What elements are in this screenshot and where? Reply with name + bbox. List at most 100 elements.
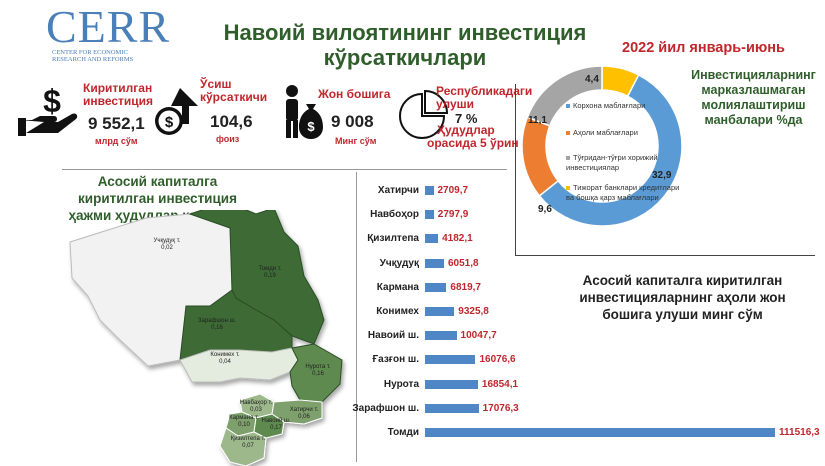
legend-fdi: Тўғридан-тўғри хорижий инвестициялар (566, 153, 681, 173)
bar-value-label: 16854,1 (481, 378, 519, 390)
period-label: 2022 йил январь-июнь (622, 40, 785, 56)
map-label-value: 0,16 (312, 371, 324, 377)
bar (425, 234, 439, 244)
map-label-name: Кармана т. (229, 415, 259, 421)
bar (425, 282, 447, 292)
legend-swatch (566, 186, 570, 191)
share-label-line1: Республикадаги (436, 84, 533, 98)
legend-label: Тўғридан-тўғри хорижий инвестициялар (566, 153, 658, 172)
growth-coin-icon: $ (155, 88, 198, 135)
bar (425, 355, 476, 365)
map-label-value: 0,10 (238, 422, 250, 428)
map-label-zarafshon: Зарафшон ш. 0,16 (192, 318, 242, 332)
growth-value: 104,6 (210, 112, 253, 131)
map-label-name: Томди т. (258, 266, 282, 272)
map-label-qiziltepa: Қизилтепа т. 0,07 (226, 436, 270, 450)
map-label-name: Навбаҳор т. (239, 400, 273, 406)
map-label-value: 0,07 (242, 443, 254, 449)
investment-label-line1: Киритилган (83, 81, 153, 95)
bar (425, 331, 457, 341)
bar-value-label: 2709,7 (437, 185, 469, 196)
donut-segment-enterprise (538, 73, 683, 227)
hand-money-icon: $ (18, 84, 78, 136)
map-label-name: Зарафшон ш. (197, 318, 237, 324)
bar (425, 428, 775, 437)
legend-bank-credit: Тижорат банклари кредитлари ва бошқа қар… (566, 183, 681, 203)
donut-segments (521, 65, 683, 227)
legend-swatch (566, 156, 570, 161)
share-label: Республикадаги улуши (436, 85, 532, 111)
legend-swatch (566, 104, 570, 109)
bar (425, 210, 434, 220)
bar-value-label: 6051,8 (447, 257, 479, 269)
bar (425, 258, 444, 268)
map-label-tomdi: Томди т. 0,19 (245, 266, 295, 280)
bar-value-label: 111516,3 (779, 427, 820, 438)
region-qiziltepa (219, 427, 267, 466)
legend-population: Аҳоли маблағлари (566, 128, 711, 138)
map-label-value: 0,19 (264, 273, 276, 279)
donut-label-fdi: 11,1 (528, 115, 547, 126)
growth-label: Ўсиш кўрсаткичи (200, 78, 267, 104)
page-title-line1: Навоий вилоятининг инвестиция (223, 20, 587, 45)
page-title-line2: кўрсаткичлари (323, 45, 487, 70)
share-rank-line1: Ҳудудлар (437, 123, 495, 137)
sources-donut-chart (521, 65, 683, 227)
growth-label-line1: Ўсиш (200, 77, 232, 91)
map-label-navoiy: Навоий ш. 0,17 (256, 418, 296, 432)
map-label-name: Конимех т. (210, 352, 240, 358)
donut-label-bank-credit: 4,4 (585, 74, 599, 85)
svg-text:$: $ (307, 119, 315, 134)
map-label-value: 0,02 (161, 245, 173, 251)
legend-label: Аҳоли маблағлари (573, 128, 638, 137)
map-label-value: 0,03 (250, 407, 262, 413)
legend-label: Тижорат банклари кредитлари ва бошқа қар… (566, 183, 680, 202)
svg-text:$: $ (165, 114, 174, 131)
per-capita-unit: Минг сўм (335, 136, 377, 146)
map-label-xatirchi: Хатирчи т. 0,06 (284, 407, 324, 421)
investment-label: Киритилган инвестиция (83, 82, 153, 108)
share-rank-line2: орасида 5 ўрин (427, 136, 519, 150)
investment-value: 9 552,1 (88, 114, 145, 133)
donut-segment-population (521, 116, 560, 197)
map-label-name: Қизилтепа т. (230, 436, 266, 442)
person-moneybag-icon: $ (286, 85, 323, 139)
donut-frame-bottom (515, 255, 815, 256)
bar (425, 403, 479, 413)
donut-label-enterprise: 32,9 (652, 170, 672, 181)
bar (425, 379, 478, 389)
map-label-name: Нурота т. (305, 364, 331, 370)
share-value: 7 % (455, 111, 478, 126)
cerr-logo-subtitle: Center for Economic Research and Reforms (52, 49, 134, 63)
bar (425, 186, 434, 195)
bar-category-label: Хатирчи (377, 185, 419, 196)
share-label-line2: улуши (436, 97, 475, 111)
bar-chart-title: Асосий капиталга киритилган инвестицияла… (579, 273, 786, 322)
growth-unit: фоиз (216, 134, 240, 144)
bar-value-label: 9325,8 (458, 306, 489, 317)
per-capita-label: Жон бошига (318, 87, 391, 101)
map-label-uchquduq: Учқудуқ т. 0,02 (142, 238, 192, 252)
bar-value-label: 4182,1 (442, 233, 473, 245)
section-divider (356, 172, 357, 462)
donut-label-population: 9,6 (538, 204, 552, 215)
legend-swatch (566, 131, 570, 136)
bar-value-label: 17076,3 (482, 402, 519, 414)
bar (425, 307, 455, 316)
bar-value-label: 10047,7 (460, 330, 497, 342)
map-label-name: Учқудуқ т. (153, 238, 181, 244)
svg-text:$: $ (43, 84, 61, 119)
bar-value-label: 6819,7 (450, 281, 481, 293)
map-label-value: 0,16 (211, 325, 223, 331)
investment-unit: млрд сўм (95, 136, 138, 146)
region-map (69, 210, 343, 466)
section-divider (62, 169, 507, 170)
map-label-value: 0,06 (298, 414, 310, 420)
map-label-value: 0,17 (270, 425, 282, 431)
map-label-karmana: Кармана т. 0,10 (224, 415, 264, 429)
pie-chart-icon (399, 89, 448, 139)
map-label-konimex: Конимех т. 0,04 (200, 352, 250, 366)
map-label-name: Навоий ш. (261, 418, 291, 424)
investment-label-line2: инвестиция (83, 94, 154, 108)
legend-enterprise: Корхона маблағлари (566, 101, 711, 111)
